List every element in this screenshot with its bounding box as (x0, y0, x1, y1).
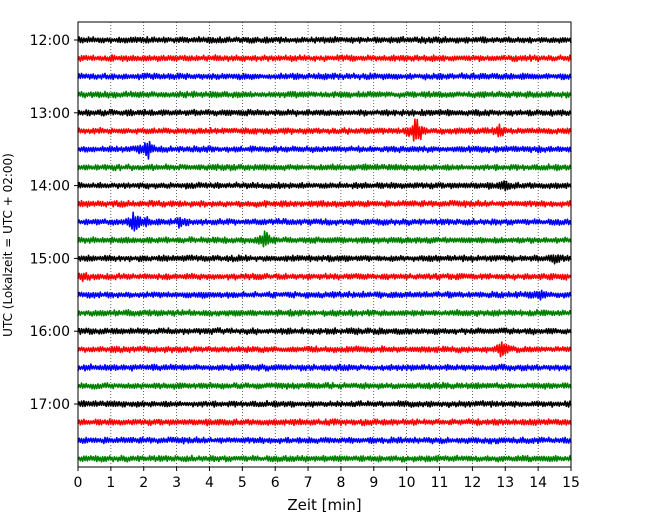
seismogram-trace (77, 254, 572, 265)
y-tick-label: 13:00 (30, 106, 70, 122)
y-tick-label: 16:00 (30, 324, 70, 340)
y-tick-label: 12:00 (30, 33, 70, 49)
x-tick-label: 9 (369, 475, 378, 491)
plot-frame (77, 21, 572, 468)
x-tick-label: 8 (336, 475, 345, 491)
grid-lines (110, 22, 539, 467)
seismogram-trace (77, 341, 572, 358)
seismogram-trace (77, 381, 572, 390)
y-tick-label: 15:00 (30, 251, 70, 267)
seismogram-trace (77, 454, 572, 463)
x-tick-label: 12 (463, 475, 481, 491)
x-axis-ticks: 0 1 2 3 4 5 6 7 8 9 10 11 12 13 14 15 (74, 467, 580, 491)
seismogram-trace (77, 327, 572, 336)
seismogram-trace (77, 308, 572, 318)
y-tick-label: 14:00 (30, 179, 70, 195)
seismogram-trace (77, 363, 572, 372)
seismogram-trace (77, 72, 572, 81)
x-tick-label: 15 (562, 475, 580, 491)
seismogram-trace (77, 230, 572, 248)
seismogram-trace (77, 289, 572, 301)
x-tick-label: 2 (139, 475, 148, 491)
seismogram-trace (77, 436, 572, 445)
plot-background (78, 22, 571, 467)
seismogram-trace (77, 272, 572, 283)
seismogram-trace (77, 399, 572, 409)
x-tick-label: 7 (304, 475, 313, 491)
x-tick-label: 6 (271, 475, 280, 491)
x-tick-label: 11 (431, 475, 449, 491)
trace-group (77, 35, 572, 463)
x-tick-label: 14 (529, 475, 547, 491)
seismogram-trace (77, 35, 572, 45)
seismogram-trace (77, 54, 572, 63)
seismogram-trace (77, 211, 572, 232)
y-axis-label: UTC (Lokalzeit = UTC + 02:00) (1, 153, 15, 337)
seismogram-trace (77, 418, 572, 427)
seismogram-trace (77, 163, 572, 172)
x-tick-label: 10 (398, 475, 416, 491)
x-axis-label: Zeit [min] (287, 496, 361, 514)
seismogram-trace (77, 118, 572, 142)
x-tick-label: 13 (496, 475, 514, 491)
x-tick-label: 1 (106, 475, 115, 491)
y-tick-label: 17:00 (30, 397, 70, 413)
x-tick-label: 5 (238, 475, 247, 491)
seismogram-trace (77, 140, 572, 160)
x-tick-label: 3 (172, 475, 181, 491)
x-tick-label: 0 (74, 475, 83, 491)
x-tick-label: 4 (205, 475, 214, 491)
seismogram-trace (77, 199, 572, 208)
seismogram-trace (77, 180, 572, 192)
seismogram-trace (77, 108, 572, 117)
seismogram-trace (77, 90, 572, 99)
y-axis-ticks: 12:00 13:00 14:00 15:00 16:00 17:00 (30, 33, 78, 413)
